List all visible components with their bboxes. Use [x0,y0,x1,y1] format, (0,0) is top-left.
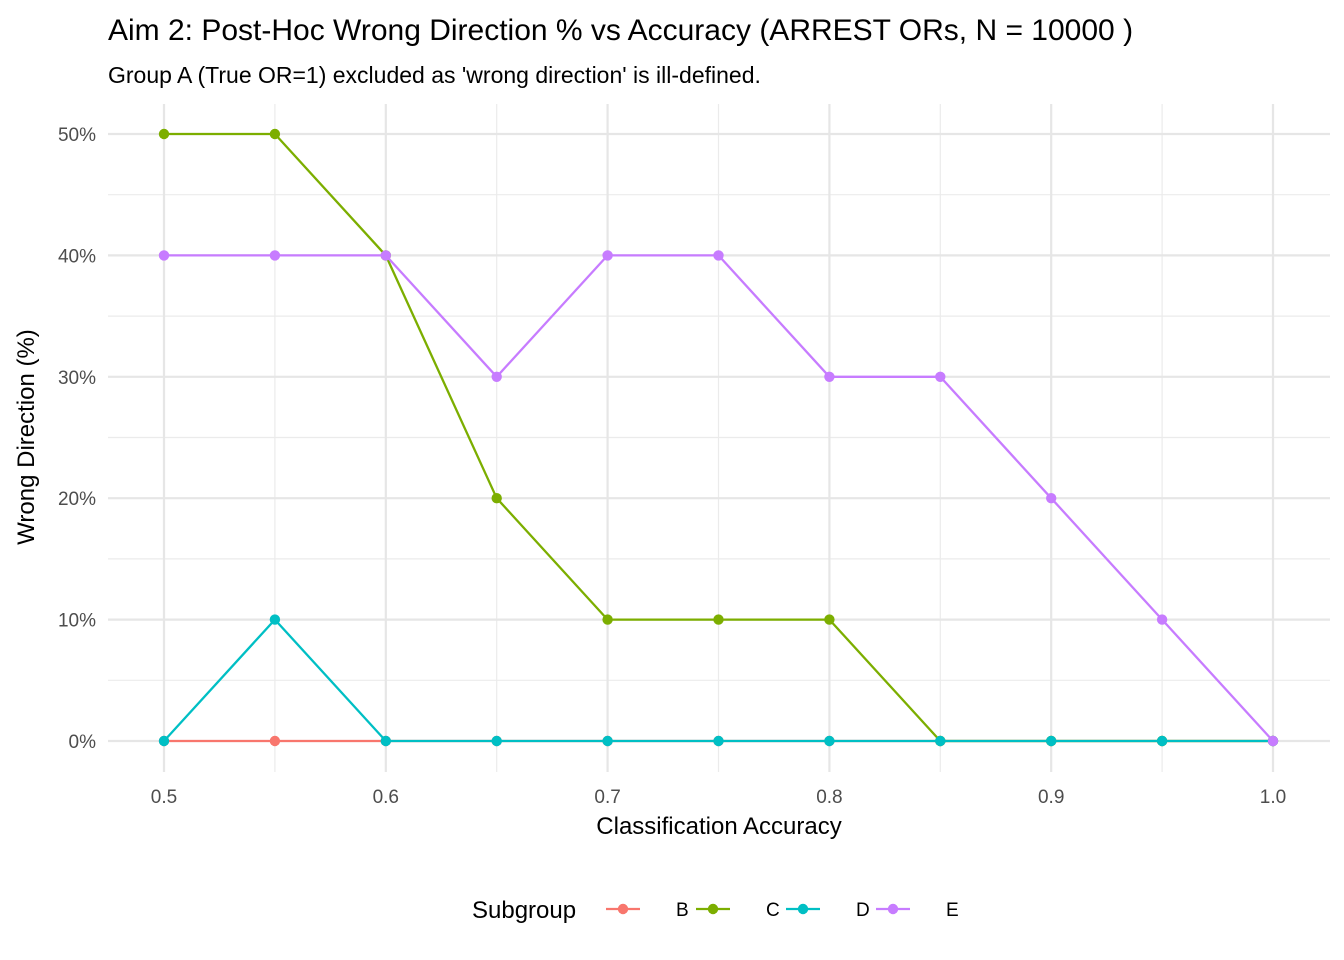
data-point-C [491,493,502,504]
y-tick-label: 30% [58,368,96,389]
y-axis-title: Wrong Direction (%) [13,329,40,545]
series-layer [158,128,1279,747]
series-E [158,250,1279,747]
x-tick-label: 1.0 [1260,787,1286,808]
data-point-C [269,128,281,140]
legend-key-point [797,903,809,915]
data-point-E [1267,735,1279,747]
data-point-E [935,371,946,382]
legend-item-D: D [786,900,870,921]
legend-label: C [766,900,780,921]
data-point-E [713,250,724,261]
legend-item-C: C [696,900,780,921]
x-tick-label: 0.8 [816,787,842,808]
legend-key-point [887,903,899,915]
x-tick-label: 0.5 [151,787,177,808]
y-tick-label: 40% [58,246,96,267]
series-D [158,614,1279,747]
data-point-E [824,371,835,382]
grid [108,104,1330,772]
data-point-E [491,371,502,382]
data-point-C [713,614,724,625]
data-point-E [602,250,613,261]
x-tick-label: 0.7 [594,787,620,808]
x-axis-title: Classification Accuracy [596,813,841,840]
legend-key-point [617,903,629,915]
data-point-D [158,735,170,747]
x-tick-label: 0.6 [373,787,399,808]
data-point-D [602,735,613,747]
y-tick-label: 50% [58,125,96,146]
legend-key-point [707,903,719,915]
data-point-D [713,735,724,747]
data-point-E [380,250,391,261]
chart-title: Aim 2: Post-Hoc Wrong Direction % vs Acc… [108,14,1133,47]
legend: Subgroup B C D E [472,897,959,924]
data-point-D [1156,735,1168,747]
data-point-D [491,735,502,747]
axes: 0.5 0.6 0.7 0.8 0.9 1.0 0% 10% 20% 30% 40% 50% [58,125,1286,808]
data-point-D [380,735,391,747]
data-point-C [602,614,613,625]
data-point-D [1046,735,1057,747]
data-point-D [824,735,835,747]
legend-label: D [856,900,870,921]
y-tick-label: 10% [58,611,96,632]
data-point-E [1046,493,1057,504]
y-tick-label: 20% [58,489,96,510]
legend-label: E [946,900,959,921]
chart-subtitle: Group A (True OR=1) excluded as 'wrong d… [108,62,761,88]
legend-item-E: E [876,900,959,921]
legend-item-B: B [606,900,689,921]
data-point-D [269,614,281,625]
data-point-C [158,128,170,140]
data-point-E [158,250,170,261]
data-point-D [935,735,946,747]
x-tick-label: 0.9 [1038,787,1064,808]
data-point-C [824,614,835,625]
legend-title: Subgroup [472,897,576,924]
data-point-E [269,250,281,261]
data-point-E [1156,614,1168,625]
y-tick-label: 0% [69,732,97,753]
legend-label: B [676,900,689,921]
data-point-B [269,735,281,747]
